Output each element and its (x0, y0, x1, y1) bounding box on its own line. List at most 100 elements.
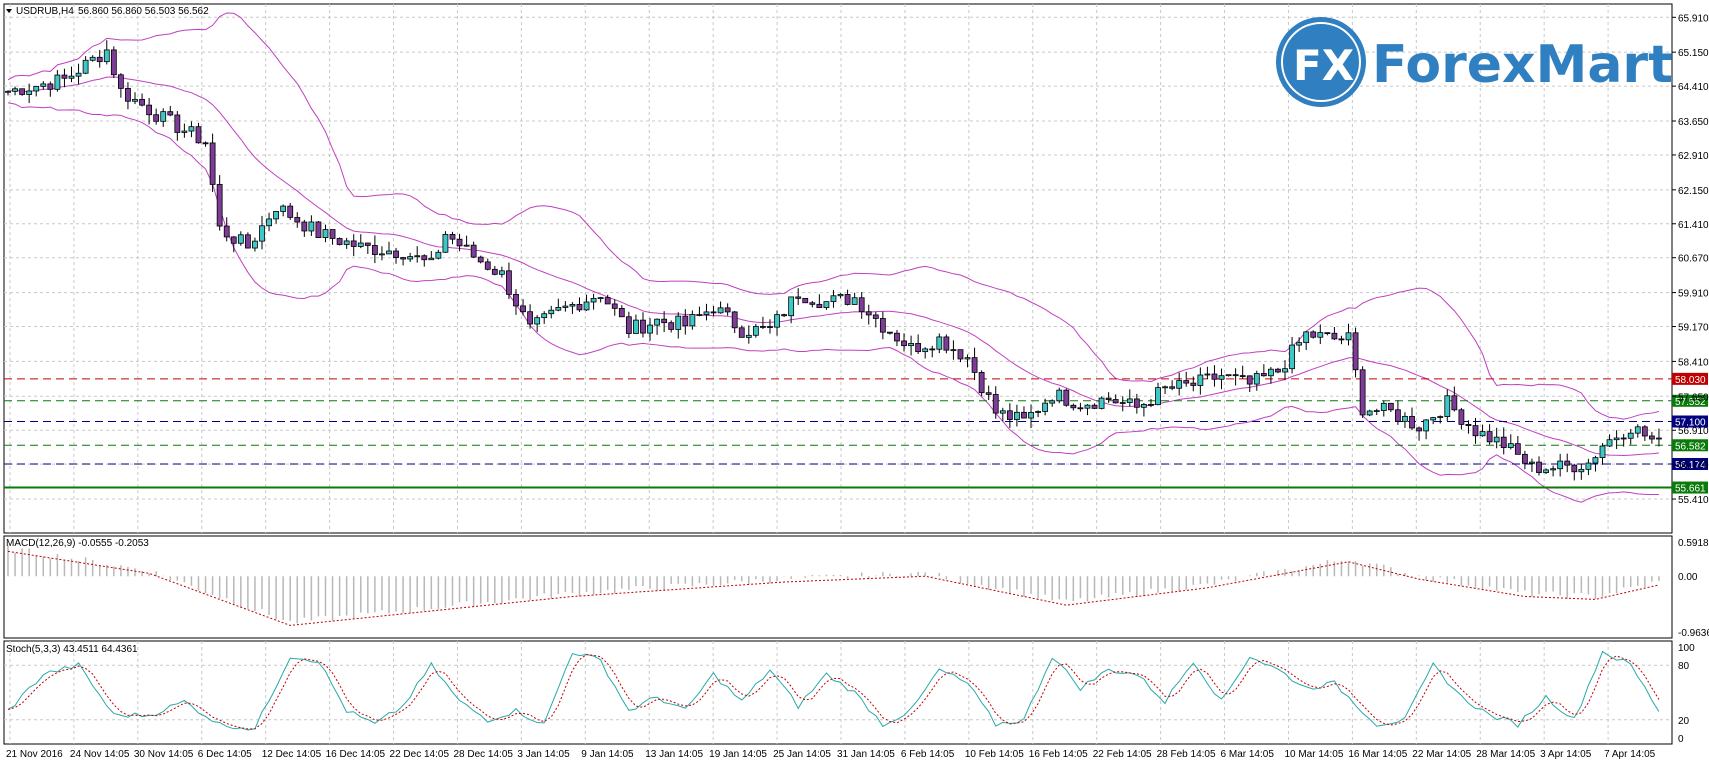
candle-body (1084, 404, 1091, 409)
candle-body (266, 218, 272, 227)
candle-body (400, 257, 406, 260)
candle-body (1035, 411, 1041, 413)
candle-body (1211, 373, 1218, 380)
candle-body (1317, 332, 1324, 338)
macd-label: MACD(12,26,9) -0.0555 -0.2053 (6, 538, 149, 549)
candle-body (223, 225, 230, 238)
price-tick-label: 56.170 (1678, 460, 1709, 471)
candle-body (795, 296, 802, 299)
candle-body (357, 242, 364, 247)
candle-body (654, 318, 660, 326)
logo-circle-icon (1276, 17, 1366, 107)
candle-body (1070, 404, 1077, 409)
candle-body (774, 314, 780, 328)
time-tick-label: 22 Feb 14:05 (1093, 749, 1152, 760)
level-tag (1672, 439, 1708, 452)
candle-body (1613, 437, 1620, 441)
candle-body (428, 257, 435, 261)
candle-body (569, 304, 576, 307)
candle-body (1493, 436, 1500, 443)
candle-body (442, 233, 449, 253)
candle-body (837, 294, 844, 297)
candle-body (541, 313, 548, 319)
price-tick-label: 55.410 (1678, 495, 1709, 506)
price-tick-label: 64.410 (1678, 82, 1709, 93)
candle-body (449, 233, 456, 240)
candle-body (294, 217, 301, 223)
candle-body (710, 311, 717, 314)
candle-body (463, 244, 470, 247)
time-tick-label: 10 Mar 14:05 (1284, 749, 1343, 760)
candle-body (844, 294, 851, 305)
time-tick-label: 28 Mar 14:05 (1476, 749, 1535, 760)
candle-body (675, 315, 682, 330)
candle-body (280, 205, 287, 212)
level-tag (1672, 372, 1708, 385)
candle-body (1169, 386, 1176, 389)
candle-body (379, 253, 385, 256)
candle-body (583, 301, 590, 311)
candle-body (273, 211, 280, 220)
price-tick-label: 57.650 (1678, 392, 1709, 403)
candle-body (1430, 417, 1437, 421)
chart-header: USDRUB,H4 56.860 56.860 56.503 56.562 (6, 6, 209, 17)
candle-body (1021, 411, 1027, 419)
candle-body (858, 297, 865, 313)
stoch-main-line (7, 650, 1660, 731)
time-tick-label: 24 Nov 14:05 (70, 749, 130, 760)
candle-body (1275, 368, 1281, 373)
candle-body (1585, 462, 1592, 470)
candle-body (1387, 402, 1394, 411)
candle-body (830, 295, 837, 303)
candle-body (287, 205, 294, 218)
candle-body (992, 394, 999, 414)
candle-body (809, 302, 816, 305)
candle-body (350, 240, 357, 247)
time-tick-label: 6 Mar 14:05 (1221, 749, 1275, 760)
candle-body (625, 316, 632, 334)
candle-body (139, 98, 145, 106)
candle-body (1373, 410, 1380, 412)
support-resistance-levels[interactable]: 58.030 57.552 57.100 56.582 56.174 55.661 (4, 372, 1708, 495)
candle-body (181, 130, 188, 133)
price-tick-label: 65.150 (1678, 48, 1709, 59)
candle-body (816, 303, 823, 309)
candle-body (1091, 404, 1098, 409)
candle-body (1042, 402, 1049, 412)
candle-body (315, 221, 322, 238)
candle-body (1550, 468, 1557, 471)
candle-body (915, 343, 922, 353)
candle-body (1634, 426, 1641, 434)
candle-body (1296, 342, 1303, 346)
time-tick-label: 16 Feb 14:05 (1029, 749, 1088, 760)
price-tick-label: 62.910 (1678, 151, 1709, 162)
candle-body (1260, 373, 1267, 377)
time-tick-label: 28 Dec 14:05 (453, 749, 513, 760)
candle-body (329, 229, 336, 239)
candle-body (1162, 386, 1168, 389)
candle-body (26, 90, 33, 95)
macd-tick-label: 0.5918 (1678, 538, 1709, 549)
time-tick-label: 6 Dec 14:05 (198, 749, 252, 760)
ohlc-label: 56.860 56.860 56.503 56.562 (78, 6, 209, 17)
macd-signal-line (7, 550, 1660, 626)
candle-body (343, 240, 350, 245)
candle-body (1521, 453, 1528, 464)
time-tick-label: 22 Mar 14:05 (1412, 749, 1471, 760)
candle-body (188, 126, 195, 132)
chart-menu-triangle-icon[interactable] (6, 9, 12, 13)
candle-body (202, 142, 209, 145)
candle-body (1148, 404, 1154, 406)
panel-frame (3, 535, 1673, 639)
candle-body (491, 268, 498, 275)
candle-body (1465, 423, 1472, 426)
candlestick-series[interactable] (5, 40, 1662, 481)
candle-body (1536, 461, 1542, 473)
candle-body (435, 251, 442, 259)
candle-body (1437, 416, 1444, 419)
candle-body (1416, 427, 1422, 432)
candle-body (1077, 407, 1084, 410)
candle-body (950, 349, 957, 352)
candle-body (237, 234, 244, 244)
